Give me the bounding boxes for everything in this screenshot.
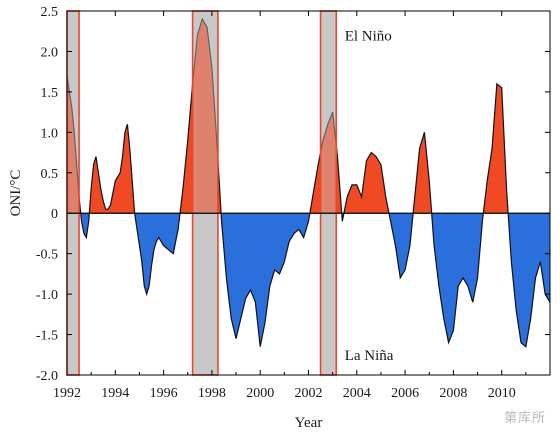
plot-border [66,10,551,376]
y-tick-label: 0.5 [41,167,59,182]
highlight-box-2 [319,10,338,376]
la-nina-label: La Niña [345,348,394,364]
x-tick-label: 2004 [343,386,371,401]
y-axis: 2.5 2.0 1.5 1.0 0.5 0 -0.5 -1.0 -1.5 -2.0 [36,5,550,384]
el-nino-area-4 [180,19,222,214]
y-tick-label: -1.5 [36,329,58,344]
x-tick-label: 2002 [295,386,323,401]
x-axis-title: Year [295,415,323,431]
plot-frame [66,10,551,376]
highlight-box-1 [191,10,219,376]
highlight-box-0 [66,10,80,376]
el-nino-area-12 [483,83,509,214]
highlight-boxes [66,10,338,376]
x-tick-label: 2000 [246,386,274,401]
el-nino-area-10 [413,132,432,214]
y-tick-label: 0 [51,207,58,222]
x-tick-label: 2006 [391,386,419,401]
el-nino-label: El Niño [345,28,392,44]
y-tick-label: -2.0 [36,369,58,384]
x-axis: 1992 1994 1996 1998 2000 2002 2004 2006 2008 2010 [53,11,527,401]
x-tick-label: 1992 [53,386,81,401]
el-nino-area-6 [309,112,342,214]
la-nina-area-5 [221,213,310,347]
la-nina-area-13 [508,213,550,347]
el-nino-area-8 [343,152,389,214]
la-nina-area-3 [134,213,181,295]
oni-areas [67,19,550,347]
y-tick-label: 2.5 [41,5,59,20]
y-tick-label: 1.0 [41,126,59,141]
watermark: 第库所 [503,411,546,426]
y-tick-label: 1.5 [41,86,59,101]
x-tick-label: 1998 [198,386,226,401]
oni-series-line [66,17,551,348]
oni-line [66,17,551,348]
y-tick-label: 2.0 [41,45,59,60]
la-nina-area-11 [431,213,484,343]
y-tick-label: -1.0 [36,288,58,303]
x-tick-label: 2010 [488,386,516,401]
y-tick-label: -0.5 [36,248,58,263]
x-tick-label: 1996 [150,386,178,401]
x-tick-label: 1994 [101,386,129,401]
x-tick-label: 2008 [439,386,467,401]
la-nina-area-9 [389,213,414,278]
y-axis-title: ONI/°C [8,170,24,217]
